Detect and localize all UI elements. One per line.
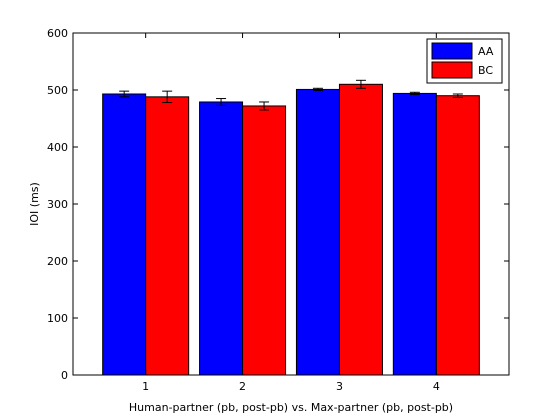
x-axis-label: Human-partner (pb, post-pb) vs. Max-part…: [129, 401, 453, 414]
bar-aa-1: [102, 93, 147, 376]
x-tick-label: 1: [142, 380, 149, 393]
error-bar-bc-1: [162, 90, 173, 104]
bars-layer: [102, 83, 480, 376]
bar-aa-3: [295, 88, 340, 376]
error-bars-layer: [119, 79, 463, 111]
x-tick-label: 4: [433, 380, 440, 393]
legend-swatch-bc: [431, 61, 473, 79]
bar-bc-2: [242, 105, 287, 376]
bar-aa-2: [199, 101, 244, 376]
error-bar-bc-2: [259, 101, 270, 111]
legend-label-aa: AA: [478, 45, 494, 58]
y-axis: 0 100 200 300 400 500 600: [47, 27, 509, 382]
error-bar-bc-4: [452, 93, 463, 98]
legend: AA BC: [426, 38, 503, 84]
legend-swatch-aa: [431, 42, 473, 60]
y-tick-label: 600: [47, 27, 68, 40]
bar-bc-4: [435, 95, 480, 376]
error-bar-aa-1: [119, 90, 130, 98]
x-tick-label: 3: [336, 380, 343, 393]
x-axis: 1 2 3 4: [142, 33, 440, 393]
x-tick-label: 2: [239, 380, 246, 393]
legend-label-bc: BC: [478, 64, 493, 77]
error-bar-bc-3: [355, 79, 366, 89]
bar-aa-4: [392, 92, 437, 376]
y-tick-label: 300: [47, 198, 68, 211]
bar-bc-3: [338, 83, 383, 376]
error-bar-aa-2: [216, 98, 227, 106]
y-tick-label: 400: [47, 141, 68, 154]
y-tick-label: 0: [61, 369, 68, 382]
y-axis-label: IOI (ms): [28, 182, 41, 226]
y-tick-label: 100: [47, 312, 68, 325]
bar-bc-1: [145, 96, 190, 376]
error-bar-aa-3: [312, 87, 323, 92]
y-tick-label: 200: [47, 255, 68, 268]
error-bar-aa-4: [409, 91, 420, 96]
y-tick-label: 500: [47, 84, 68, 97]
